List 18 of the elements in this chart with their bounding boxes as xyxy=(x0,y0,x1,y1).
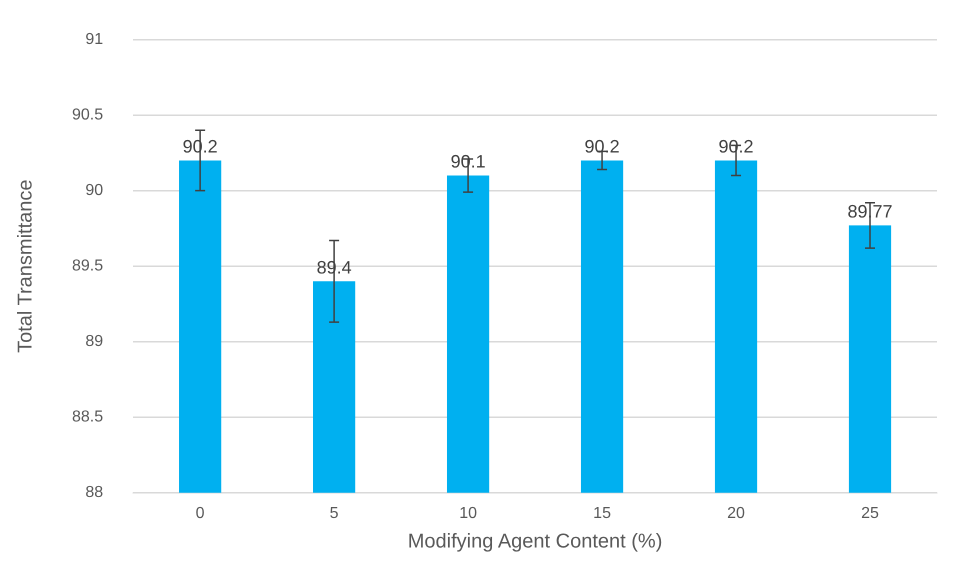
data-label: 90.1 xyxy=(450,152,486,172)
y-tick-label: 88.5 xyxy=(72,408,104,426)
y-tick-label: 88 xyxy=(85,484,104,502)
x-tick-label: 0 xyxy=(196,504,205,522)
x-axis-title: Modifying Agent Content (%) xyxy=(408,530,662,553)
x-tick-label: 20 xyxy=(727,504,746,522)
data-label: 90.2 xyxy=(718,136,754,156)
y-tick-label: 90.5 xyxy=(72,106,104,124)
x-tick-label: 5 xyxy=(330,504,339,522)
x-tick-label: 15 xyxy=(593,504,612,522)
y-tick-label: 91 xyxy=(85,31,104,48)
y-axis-title: Total Transmittance xyxy=(14,179,37,353)
y-tick-label: 90 xyxy=(85,182,104,200)
y-tick-label: 89.5 xyxy=(72,258,104,275)
data-label: 90.2 xyxy=(584,136,620,156)
x-tick-label: 10 xyxy=(459,504,478,522)
x-tick-label: 25 xyxy=(861,504,880,522)
y-tick-label: 89 xyxy=(85,333,104,350)
